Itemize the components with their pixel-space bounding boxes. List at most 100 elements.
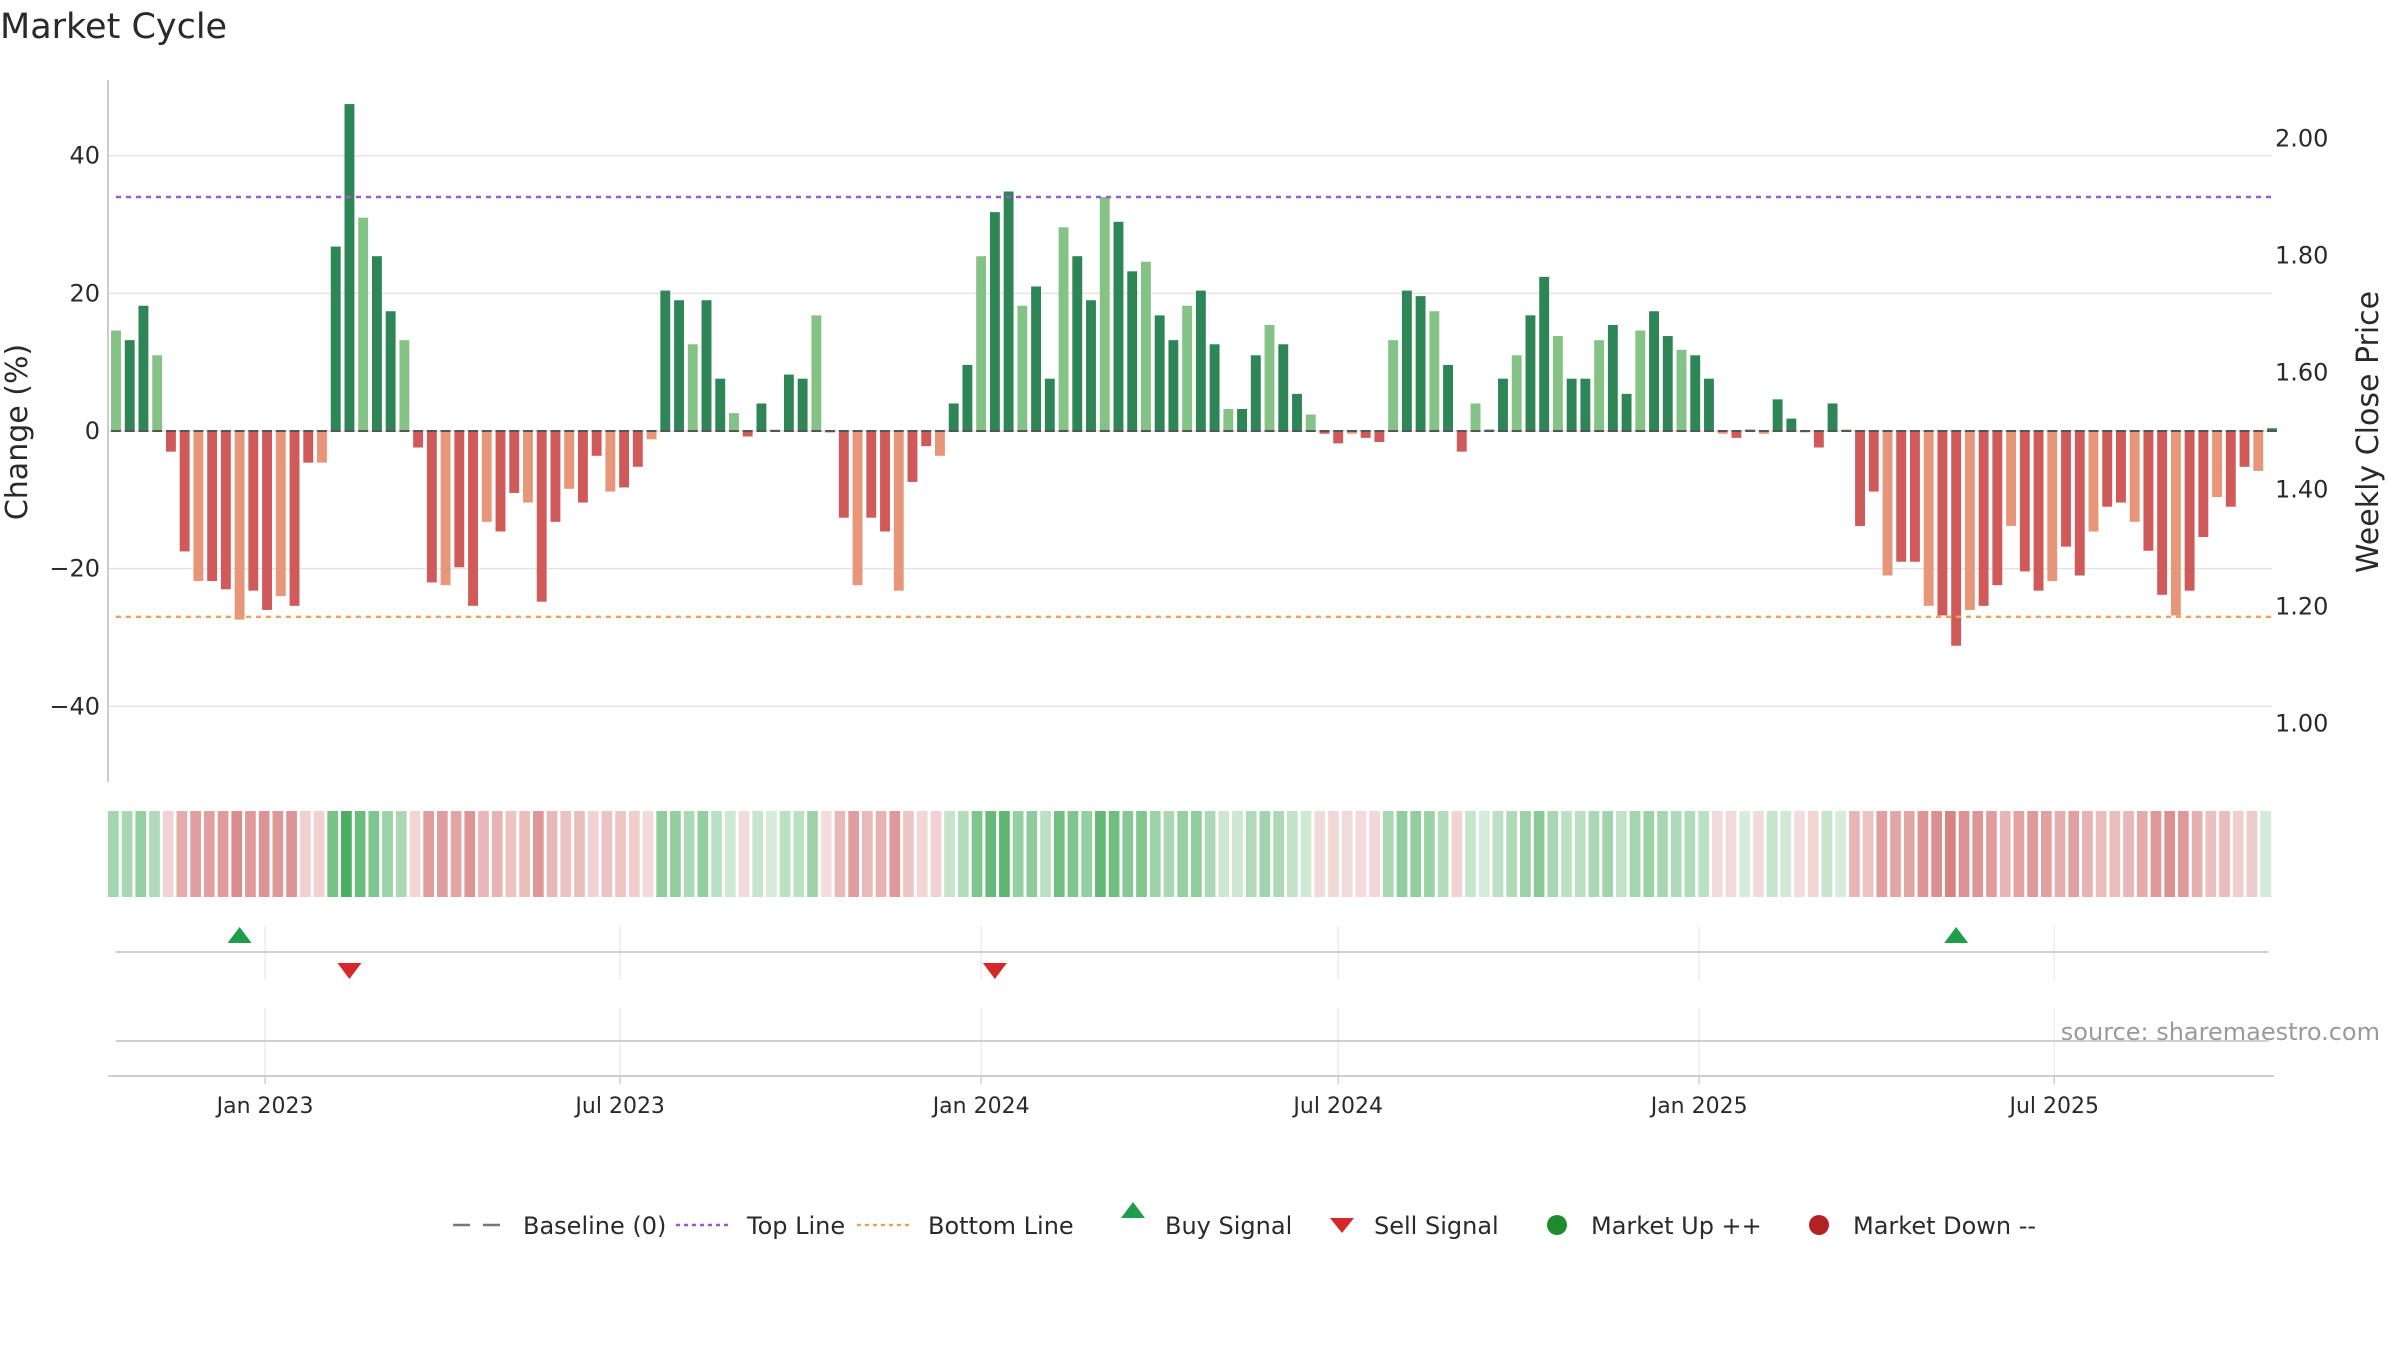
bar [179,431,190,552]
bar [577,431,588,503]
strip-cell [327,811,339,897]
bar [1058,227,1069,431]
bar [2074,431,2085,576]
strip-cell [930,811,942,897]
bar [1086,300,1096,431]
y2-tick-label: 1.00 [2275,710,2328,738]
bar [481,431,492,522]
bar [399,340,410,431]
strip-cell [1328,811,1339,897]
strip-cell [1314,811,1326,897]
chart-title: Market Cycle [0,7,227,47]
bar [165,431,176,452]
bar [1305,414,1316,431]
bar [2184,431,2195,591]
strip-cell [2150,811,2162,897]
bar [921,431,932,447]
strip-cell [1177,811,1188,897]
strip-cell [683,811,695,897]
bar [1649,311,1659,431]
strip-cell [1629,811,1641,897]
bar [138,305,149,431]
strip-cell [1725,811,1737,897]
strip-cell [793,811,805,897]
strip-cell [546,811,558,897]
strip-cell [1259,811,1271,897]
strip-cell [1903,811,1915,897]
strip-cell [1396,811,1408,897]
strip-cell [2027,811,2038,897]
bar [1539,276,1550,431]
strip-cell [752,811,764,897]
bar [1827,403,1838,431]
strip-cell [1273,811,1284,897]
strip-cell [1958,811,1970,897]
strip-cell [656,811,668,897]
strip-cell [1670,811,1682,897]
bar [275,431,286,597]
strip-cell [341,811,352,897]
bar [715,378,726,431]
strip-cell [162,811,174,897]
bar [783,374,794,431]
x-tick-label: Jul 2025 [2007,1094,2099,1119]
bar [1621,393,1632,431]
legend-label: Buy Signal [1165,1212,1292,1240]
y2-axis-label: Weekly Close Price [2351,291,2386,573]
bar [646,431,657,440]
bar [797,378,808,431]
bar [674,300,684,431]
strip-cell [820,811,832,897]
strip-cell [1917,811,1929,897]
strip-cell [1122,811,1134,897]
bar [1209,344,1220,431]
bar [2019,431,2030,572]
strip-cell [1012,811,1024,897]
x-tick-label: Jan 2023 [215,1094,314,1119]
strip-cell [1067,811,1079,897]
strip-cell [409,811,421,897]
bar [1195,290,1206,431]
strip-cell [1753,811,1764,897]
bar [385,311,396,431]
bar [2006,431,2017,526]
bar [1003,191,1014,431]
bar [2157,431,2168,595]
strip-cell [1218,811,1230,897]
left-axis-ticks: 40 20 0 −20 −40 [49,142,100,721]
strip-cell [1533,811,1545,897]
strip-cell [1437,811,1449,897]
strip-cell [985,811,997,897]
bar [124,340,135,431]
strip-cell [1382,811,1394,897]
bar [852,431,863,586]
bar [2253,431,2264,471]
strip-cell [382,811,393,897]
bar [729,413,739,431]
strip-cell [738,811,750,897]
y2-tick-label: 1.20 [2275,593,2328,621]
bar [1346,431,1357,434]
strip-cell [203,811,215,897]
y-tick-label: 20 [69,279,100,307]
bar [1594,340,1605,431]
strip-cell [766,811,777,897]
bar [536,431,547,602]
bar [660,290,671,431]
bar [1031,286,1042,431]
strip-cell [464,811,476,897]
strip-cell [1451,811,1463,897]
heat-strip [108,811,2271,897]
legend-item: Sell Signal [1330,1212,1499,1240]
strip-cell [135,811,147,897]
bar [303,431,314,463]
strip-cell [505,811,517,897]
strip-cell [1821,811,1833,897]
strip-cell [697,811,709,897]
bar [2239,431,2250,467]
bar [962,364,973,431]
x-tick-label: Jul 2024 [1291,1094,1383,1119]
strip-cell [450,811,462,897]
bar [1992,431,2003,586]
strip-cell [1424,811,1435,897]
